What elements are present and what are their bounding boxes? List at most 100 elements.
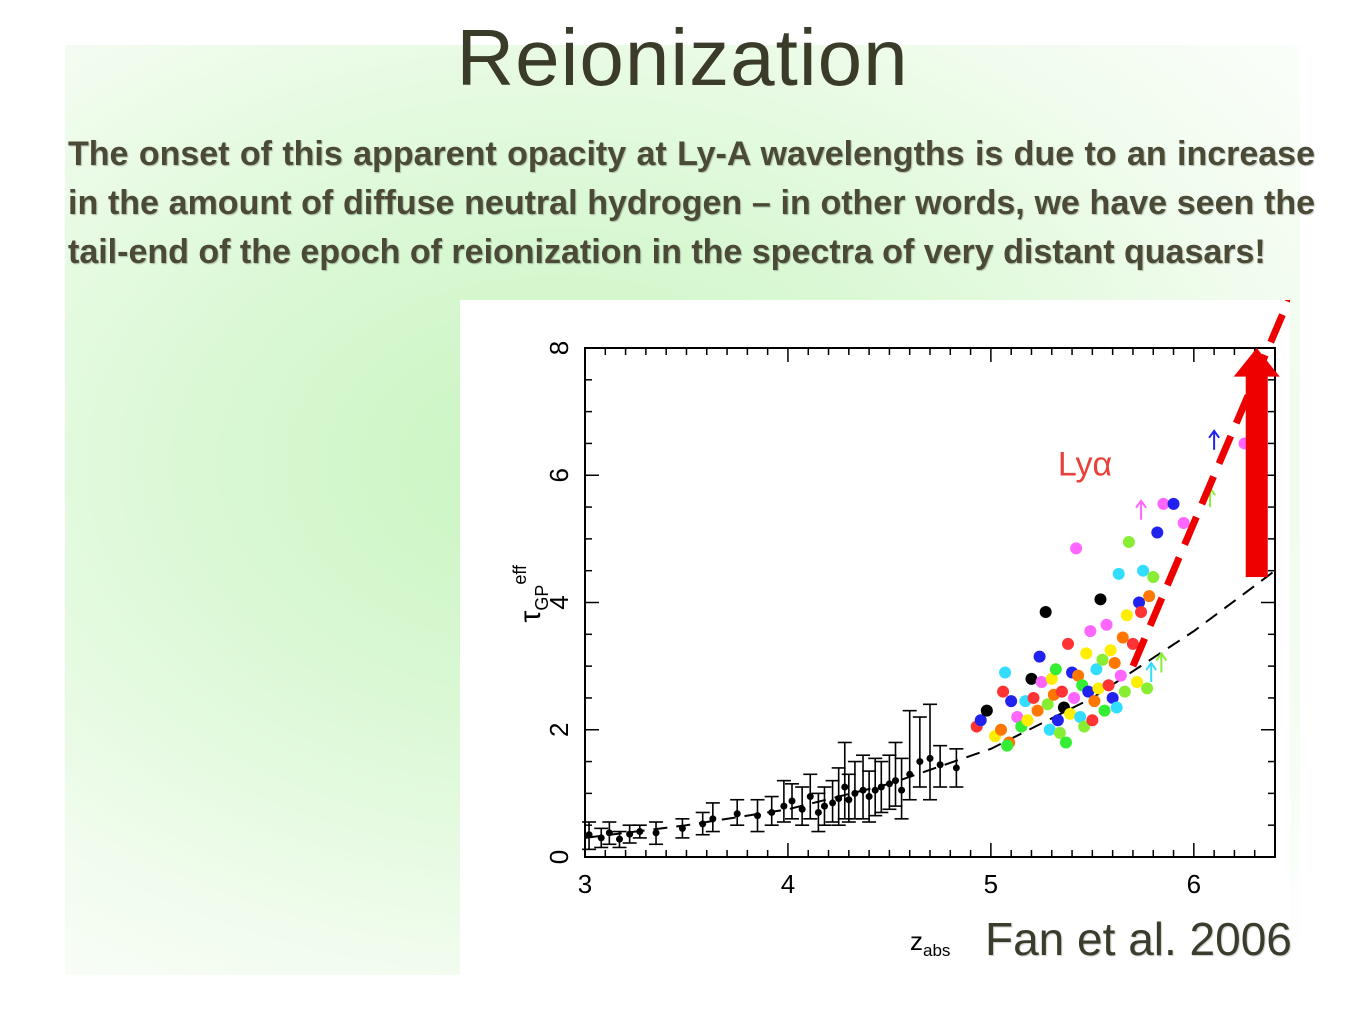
quasar-point bbox=[1122, 536, 1135, 549]
quasar-point bbox=[1055, 685, 1068, 698]
quasar-point bbox=[1025, 672, 1038, 685]
quasar-point bbox=[1131, 676, 1143, 689]
quasar-point bbox=[1082, 685, 1095, 698]
quasar-point bbox=[1062, 637, 1074, 650]
x-tick-label: 4 bbox=[781, 869, 795, 899]
binned-point bbox=[780, 802, 788, 810]
y-tick-label: 0 bbox=[544, 850, 574, 864]
quasar-point bbox=[1120, 609, 1133, 622]
quasar-point bbox=[1027, 691, 1040, 704]
red-up-arrow-head bbox=[1233, 348, 1280, 377]
quasar-point bbox=[1106, 691, 1119, 704]
quasar-point bbox=[1035, 676, 1048, 689]
quasar-point bbox=[1059, 736, 1072, 749]
quasar-point bbox=[1096, 653, 1109, 666]
binned-point bbox=[585, 831, 593, 839]
binned-point bbox=[936, 761, 944, 769]
x-tick-label: 5 bbox=[984, 869, 998, 899]
binned-point bbox=[605, 829, 613, 837]
quasar-point bbox=[1068, 691, 1081, 704]
binned-point bbox=[871, 786, 879, 794]
y-tick-label: 2 bbox=[544, 723, 574, 737]
quasar-point bbox=[1112, 567, 1125, 580]
quasar-point bbox=[997, 685, 1010, 698]
quasar-point bbox=[1114, 669, 1127, 682]
quasar-point bbox=[1084, 625, 1097, 638]
binned-point bbox=[820, 802, 828, 810]
quasar-point bbox=[1001, 739, 1014, 752]
binned-point bbox=[851, 789, 859, 797]
lower-limit-arrowhead bbox=[1135, 499, 1147, 509]
binned-point bbox=[841, 783, 849, 791]
binned-point bbox=[768, 808, 776, 816]
binned-point bbox=[636, 828, 644, 836]
y-tick-label: 4 bbox=[544, 595, 574, 609]
chart-panel: 3 4 5 6 0 2 4 6 8 τGPeff zabs Lyα bbox=[460, 300, 1290, 990]
binned-point bbox=[916, 758, 924, 766]
quasar-point bbox=[995, 723, 1008, 736]
slide-title: Reionization bbox=[456, 13, 909, 102]
quasar-point bbox=[1086, 714, 1099, 727]
binned-point bbox=[865, 793, 873, 801]
quasar-point bbox=[1137, 564, 1150, 577]
binned-point bbox=[699, 820, 707, 828]
lya-annotation: Lyα bbox=[1058, 445, 1112, 483]
quasar-point bbox=[1167, 497, 1180, 510]
x-tick-label: 6 bbox=[1187, 869, 1201, 899]
quasar-point bbox=[1041, 698, 1054, 711]
quasar-point bbox=[1104, 644, 1117, 657]
quasar-point bbox=[1151, 526, 1164, 539]
quasar-point bbox=[1031, 704, 1044, 717]
binned-point bbox=[898, 786, 906, 794]
binned-point bbox=[652, 829, 660, 837]
binned-point bbox=[626, 830, 634, 838]
quasar-point bbox=[1070, 542, 1083, 555]
steep-trend-line bbox=[1129, 300, 1290, 668]
lower-limit-arrowhead bbox=[1145, 661, 1158, 671]
quasar-point bbox=[1074, 711, 1087, 724]
binned-point bbox=[906, 770, 914, 778]
quasar-point bbox=[1005, 695, 1018, 708]
y-axis-label: τGPeff bbox=[510, 564, 552, 623]
binned-point bbox=[859, 786, 867, 794]
quasar-point bbox=[1011, 711, 1024, 724]
quasar-point bbox=[1039, 606, 1052, 619]
binned-point bbox=[814, 808, 822, 816]
binned-point bbox=[835, 794, 843, 802]
quasar-point bbox=[1116, 631, 1129, 644]
x-tick-label: 3 bbox=[578, 869, 592, 899]
quasar-point bbox=[1110, 701, 1123, 714]
binned-point bbox=[709, 815, 717, 823]
binned-point bbox=[877, 783, 885, 791]
binned-point bbox=[952, 764, 960, 772]
y-tick-label: 8 bbox=[544, 341, 574, 355]
binned-point bbox=[885, 780, 893, 788]
quasar-point bbox=[1126, 637, 1139, 650]
quasar-point bbox=[1147, 571, 1160, 584]
binned-point bbox=[926, 754, 934, 762]
quasar-point bbox=[999, 666, 1012, 679]
quasar-point bbox=[1135, 606, 1148, 619]
binned-point bbox=[892, 777, 899, 785]
quasar-point bbox=[1094, 593, 1107, 606]
y-tick-label: 6 bbox=[544, 468, 574, 482]
binned-point bbox=[754, 812, 761, 820]
binned-point bbox=[616, 835, 623, 843]
tau-vs-redshift-chart: 3 4 5 6 0 2 4 6 8 τGPeff zabs Lyα bbox=[510, 300, 1290, 960]
lower-limit-arrowhead bbox=[1155, 651, 1168, 662]
quasar-point bbox=[1092, 682, 1105, 695]
quasar-point bbox=[1021, 714, 1034, 727]
quasar-point bbox=[1143, 590, 1156, 603]
binned-point bbox=[829, 799, 837, 807]
quasar-point bbox=[1102, 679, 1115, 692]
quasar-point bbox=[1108, 656, 1121, 669]
binned-point bbox=[845, 796, 853, 804]
quasar-point bbox=[1118, 685, 1131, 698]
quasar-point bbox=[1053, 726, 1066, 739]
citation: Fan et al. 2006 bbox=[985, 913, 1292, 965]
quasar-point bbox=[1157, 497, 1170, 510]
quasar-point bbox=[1133, 596, 1146, 609]
quasar-point bbox=[1088, 695, 1101, 708]
quasar-point bbox=[1141, 682, 1154, 695]
quasar-point bbox=[980, 704, 993, 717]
